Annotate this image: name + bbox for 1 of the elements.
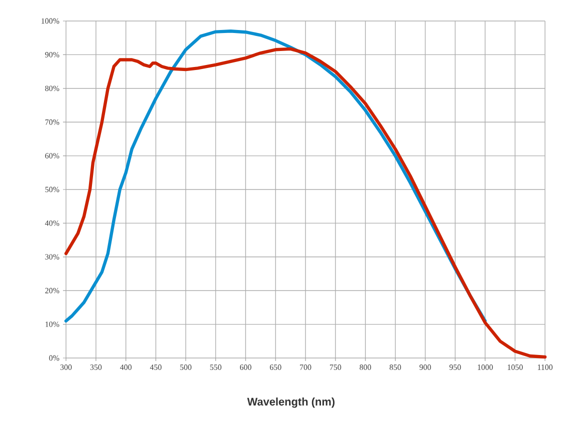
x-axis-title: Wavelength (nm) [247, 398, 335, 408]
